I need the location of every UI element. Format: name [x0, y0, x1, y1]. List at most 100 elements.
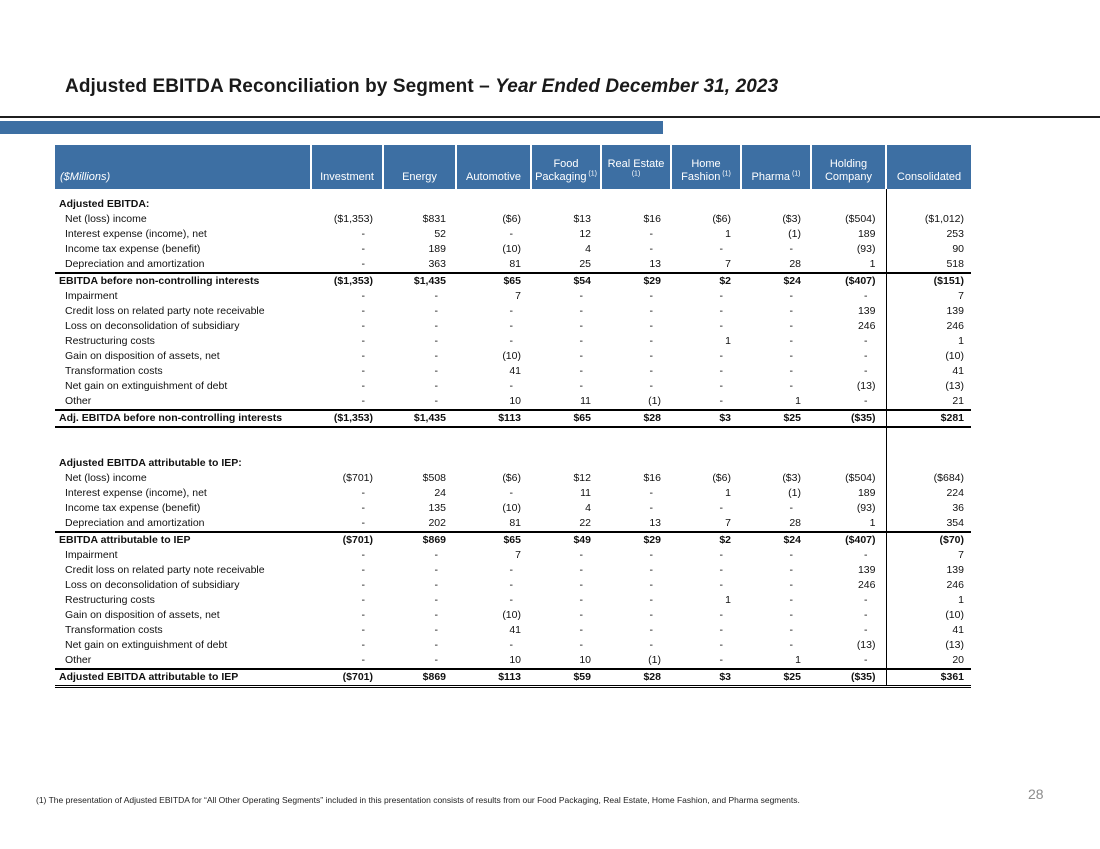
value-cell: 21	[885, 394, 971, 410]
table-row: Other - - 10 10 (1) - 1 - 20	[55, 653, 971, 669]
value-cell: $281	[885, 409, 971, 428]
value-cell: $831	[422, 213, 446, 225]
value-cell	[671, 456, 741, 471]
value-cell: -	[361, 517, 366, 529]
row-label: Restructuring costs	[65, 594, 155, 606]
value-cell: ($3)	[782, 213, 801, 225]
table-row: Transformation costs - - 41 - - - - - 41	[55, 364, 971, 379]
value-cell	[601, 456, 671, 471]
row-label: Net (loss) income	[65, 472, 147, 484]
value-cell	[741, 427, 811, 442]
value-cell	[885, 456, 971, 471]
value-cell: -	[579, 564, 584, 576]
value-cell	[456, 189, 531, 197]
value-cell: -	[509, 228, 514, 240]
value-cell: -	[434, 305, 439, 317]
value-cell: -	[434, 380, 439, 392]
value-cell: ($151)	[885, 272, 971, 289]
value-cell: -	[509, 564, 514, 576]
row-label: Loss on deconsolidation of subsidiary	[65, 320, 240, 332]
value-cell	[741, 442, 811, 456]
value-cell	[456, 442, 531, 456]
value-cell: $1,435	[383, 272, 456, 289]
value-cell: -	[361, 290, 366, 302]
value-cell: -	[361, 564, 366, 576]
value-cell: (1)	[648, 654, 661, 666]
table-row: Gain on disposition of assets, net - - (10)…	[55, 608, 971, 623]
value-cell: -	[434, 290, 439, 302]
footnote-marker: (1)	[720, 170, 731, 178]
value-cell: -	[434, 624, 439, 636]
value-cell: -	[579, 639, 584, 651]
value-cell	[601, 427, 671, 442]
table-row: Interest expense (income), net - 24 - 11 - 1 (1…	[55, 486, 971, 501]
value-cell: -	[361, 549, 366, 561]
value-cell: ($70)	[885, 531, 971, 548]
value-cell: 246	[857, 320, 876, 332]
table-header: ($Millions) Investment Energy Automotive Fo…	[55, 145, 971, 189]
column-header: Holding Company	[810, 145, 886, 189]
value-cell: ($6)	[712, 472, 731, 484]
value-cell: 7	[515, 290, 521, 302]
row-label: Other	[65, 654, 92, 666]
value-cell: 12	[579, 228, 591, 240]
value-cell: $29	[601, 531, 671, 548]
value-cell: -	[719, 579, 724, 591]
value-cell: -	[434, 350, 439, 362]
value-cell	[601, 197, 671, 212]
accent-bar	[0, 121, 663, 134]
value-cell: -	[719, 320, 724, 332]
row-label: Income tax expense (benefit)	[65, 243, 201, 255]
value-cell: $869	[383, 531, 456, 548]
value-cell: -	[789, 624, 794, 636]
unit-label: ($Millions)	[55, 145, 311, 189]
value-cell: $361	[885, 668, 971, 688]
value-cell: -	[434, 320, 439, 332]
row-label: Restructuring costs	[65, 335, 155, 347]
value-cell	[885, 427, 971, 442]
value-cell: -	[789, 380, 794, 392]
value-cell: -	[649, 380, 654, 392]
value-cell: 81	[509, 517, 521, 529]
value-cell: -	[719, 305, 724, 317]
value-cell: -	[649, 365, 654, 377]
value-cell: $16	[643, 213, 661, 225]
table-row: Net gain on extinguishment of debt - - - - - -…	[55, 379, 971, 394]
value-cell	[811, 189, 886, 197]
value-cell: -	[509, 380, 514, 392]
value-cell	[456, 197, 531, 212]
value-cell	[311, 427, 383, 442]
row-label: Interest expense (income), net	[65, 228, 207, 240]
value-cell	[671, 197, 741, 212]
value-cell: -	[789, 320, 794, 332]
value-cell: -	[649, 243, 654, 255]
row-label: EBITDA attributable to IEP	[55, 531, 311, 548]
value-cell: ($504)	[845, 213, 876, 225]
value-cell: ($701)	[311, 668, 383, 688]
value-cell: $54	[531, 272, 601, 289]
value-cell: -	[434, 365, 439, 377]
value-cell: 7	[515, 549, 521, 561]
value-cell: 518	[885, 257, 971, 273]
value-cell: -	[509, 305, 514, 317]
value-cell: -	[361, 395, 366, 407]
value-cell: -	[649, 350, 654, 362]
value-cell: -	[789, 564, 794, 576]
value-cell: -	[719, 639, 724, 651]
value-cell: (13)	[856, 380, 876, 392]
value-cell: 1	[725, 594, 731, 606]
value-cell: $3	[671, 409, 741, 428]
value-cell: -	[789, 365, 794, 377]
value-cell: $113	[456, 409, 531, 428]
row-label	[55, 442, 311, 456]
value-cell	[531, 427, 601, 442]
value-cell	[531, 442, 601, 456]
table-row: Impairment - - 7 - - - - - 7	[55, 289, 971, 304]
table-row: Credit loss on related party note receiv…	[55, 304, 971, 319]
value-cell: 10	[579, 654, 591, 666]
footnote-marker: (1)	[631, 170, 641, 178]
value-cell	[311, 442, 383, 456]
value-cell: (1)	[788, 228, 801, 240]
value-cell: -	[864, 594, 868, 606]
row-label	[55, 189, 311, 197]
